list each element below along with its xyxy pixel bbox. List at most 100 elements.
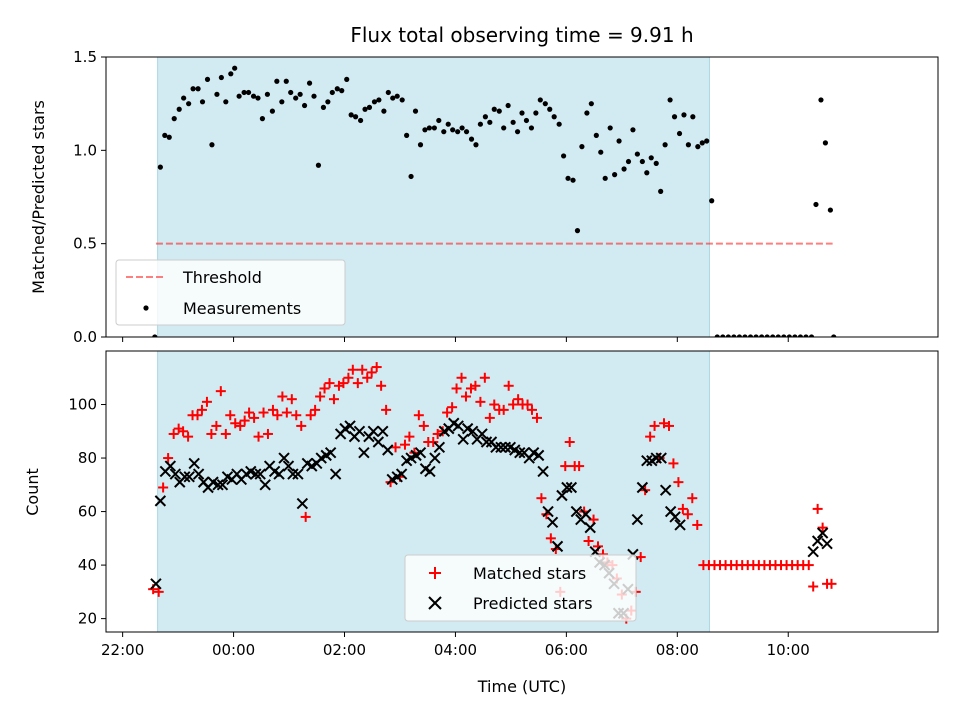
- measurement-point: [607, 125, 613, 131]
- matched-star-point: [687, 493, 698, 504]
- measurement-point: [551, 114, 557, 120]
- matched-star-point: [376, 380, 387, 391]
- measurement-point: [533, 110, 539, 116]
- predicted-star-point: [570, 505, 583, 518]
- x-tick-label: 00:00: [212, 641, 255, 659]
- measurement-point: [264, 91, 271, 97]
- measurement-point: [808, 334, 815, 337]
- predicted-star-point: [659, 484, 672, 496]
- measurement-point: [813, 201, 819, 208]
- measurement-point: [162, 132, 168, 138]
- measurement-point: [781, 334, 787, 337]
- top-legend-box: [115, 259, 346, 326]
- measurement-point: [759, 334, 765, 337]
- predicted-star-point: [192, 468, 205, 480]
- matched-star-point: [338, 378, 349, 389]
- predicted-star-point: [179, 471, 191, 483]
- measurement-point: [236, 93, 242, 99]
- predicted-star-point: [480, 436, 493, 448]
- measurement-point: [634, 151, 640, 157]
- predicted-star-point: [282, 460, 295, 472]
- predicted-star-point: [542, 505, 554, 518]
- matched-star-point: [418, 420, 429, 431]
- top-legend: Threshold Measurements: [115, 259, 346, 326]
- measurement-point: [362, 106, 368, 112]
- predicted-star-point: [499, 441, 512, 454]
- measurement-point: [385, 89, 391, 96]
- measurement-point: [685, 142, 692, 148]
- measurement-point: [616, 138, 622, 144]
- measurement-point: [827, 207, 833, 213]
- predicted-star-point: [278, 452, 290, 464]
- predicted-star-point: [636, 481, 649, 494]
- predicted-star-point: [259, 479, 271, 491]
- predicted-star-point: [424, 465, 436, 478]
- measurement-point: [593, 132, 599, 138]
- predicted-star-point: [546, 516, 559, 528]
- measurement-point: [505, 102, 511, 109]
- matched-star-point: [262, 428, 273, 439]
- measurement-point: [720, 334, 726, 337]
- measurement-point: [334, 86, 340, 92]
- measurement-point: [537, 97, 543, 103]
- matched-star-point: [244, 407, 255, 418]
- matched-star-point: [286, 394, 297, 405]
- measurement-point: [152, 334, 158, 337]
- predicted-star-point: [216, 479, 229, 491]
- bottom-y-tick-label: 100: [68, 396, 97, 414]
- legend-threshold-label: Threshold: [182, 268, 262, 287]
- matched-star-point: [239, 415, 250, 426]
- predicted-star-point: [551, 540, 564, 553]
- predicted-star-point: [495, 441, 507, 454]
- matched-star-point: [526, 404, 537, 415]
- predicted-star-point: [382, 444, 394, 456]
- bottom-y-tick-label: 60: [78, 503, 97, 521]
- predicted-star-point: [395, 468, 408, 480]
- matched-star-point: [456, 372, 467, 383]
- matched-star-point: [574, 461, 585, 472]
- x-tick-label: 02:00: [323, 641, 366, 659]
- matched-star-point: [324, 378, 335, 389]
- measurement-point: [556, 121, 562, 127]
- matched-star-point: [201, 396, 212, 407]
- predicted-star-point: [816, 527, 829, 539]
- measurement-point: [542, 101, 548, 107]
- x-tick-label: 10:00: [767, 641, 810, 659]
- measurement-point: [612, 172, 618, 178]
- measurement-point: [399, 97, 405, 103]
- matched-star-point: [357, 364, 368, 375]
- measurement-point: [574, 228, 581, 234]
- measurement-point: [436, 117, 442, 124]
- legend-measurements-label: Measurements: [183, 299, 301, 318]
- matched-star-point: [158, 482, 169, 493]
- measurement-point: [797, 334, 804, 337]
- matched-star-point: [635, 552, 646, 563]
- matched-star-point: [206, 428, 217, 439]
- matched-star-point: [808, 581, 819, 592]
- measurement-point: [731, 334, 737, 337]
- measurement-point: [496, 108, 502, 114]
- matched-star-point: [428, 436, 439, 447]
- predicted-star-point: [150, 578, 162, 590]
- predicted-star-point: [452, 420, 464, 432]
- predicted-star-point: [164, 460, 177, 472]
- predicted-star-point: [821, 537, 833, 550]
- bottom-y-tick-label: 40: [78, 556, 97, 574]
- predicted-star-point: [476, 428, 488, 440]
- measurement-point: [742, 334, 748, 337]
- measurement-point: [255, 95, 261, 101]
- measurement-point: [241, 89, 247, 96]
- measurement-point: [455, 129, 461, 135]
- measurement-point: [528, 125, 535, 131]
- matched-star-point: [253, 431, 264, 442]
- measurement-point: [422, 127, 428, 133]
- measurement-point: [228, 71, 234, 77]
- matched-star-point: [513, 394, 524, 405]
- measurement-point: [381, 108, 387, 114]
- matched-star-point: [817, 522, 828, 533]
- measurement-point: [357, 117, 364, 124]
- measurement-point: [510, 119, 516, 125]
- measurement-point: [269, 108, 275, 114]
- top-marks: [152, 65, 837, 337]
